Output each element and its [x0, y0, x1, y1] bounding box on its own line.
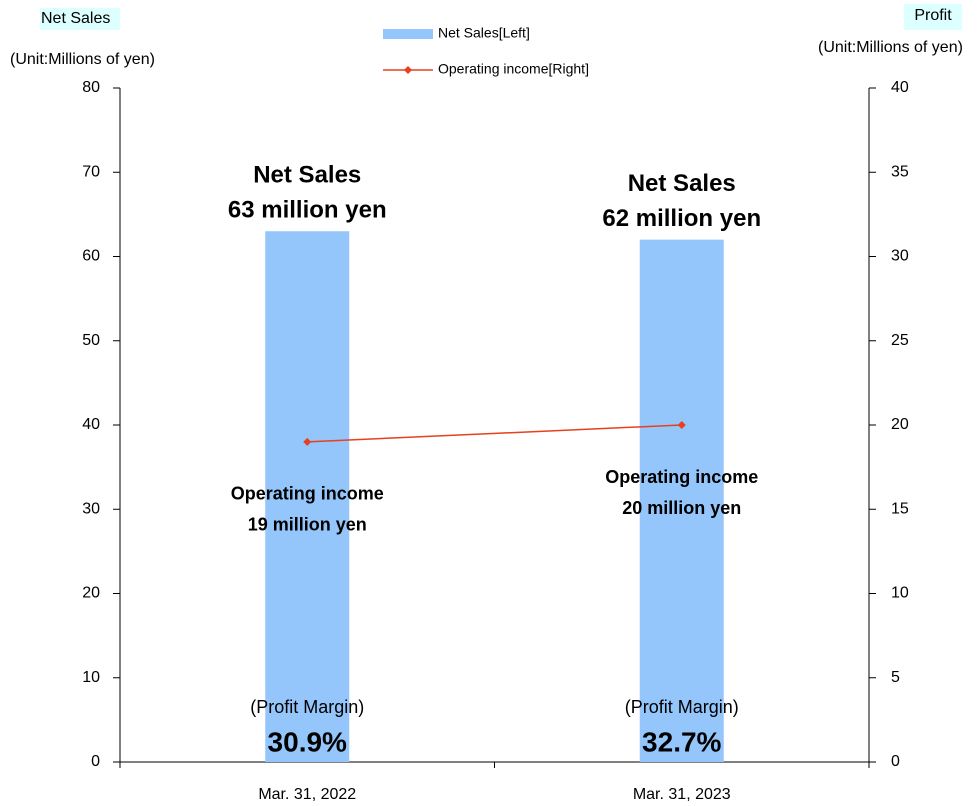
y-tick-label: 60 — [82, 248, 100, 265]
y2-tick-label: 10 — [891, 585, 909, 602]
line-value-label: 20 million yen — [622, 498, 741, 518]
bar-value-label: 63 million yen — [228, 197, 387, 224]
legend-label: Net Sales[Left] — [438, 25, 530, 41]
bar — [265, 231, 350, 763]
y-tick-label: 10 — [82, 669, 100, 686]
y2-tick-label: 5 — [891, 669, 900, 686]
y2-tick-label: 40 — [891, 79, 909, 96]
bar-label-header: Net Sales — [253, 162, 361, 189]
y-label-bg — [40, 8, 120, 30]
profit-margin-value: 32.7% — [642, 726, 721, 757]
y-tick-label: 80 — [82, 79, 100, 96]
y-axis-title: Net Sales — [41, 10, 110, 27]
line-label-header: Operating income — [605, 467, 758, 487]
y-tick-label: 70 — [82, 163, 100, 180]
y-tick-label: 30 — [82, 500, 100, 517]
x-tick-label: Mar. 31, 2023 — [633, 786, 731, 803]
y2-tick-label: 0 — [891, 753, 900, 770]
line-marker — [677, 421, 686, 429]
y2-axis-title: Profit — [914, 7, 952, 24]
legend-swatch — [383, 29, 433, 39]
y2-label-bg — [904, 4, 962, 30]
y-tick-label: 0 — [91, 753, 100, 770]
line-marker — [303, 437, 312, 446]
x-tick-label: Mar. 31, 2022 — [258, 786, 356, 803]
y2-axis-unit: (Unit:Millions of yen) — [818, 39, 963, 56]
y2-tick-label: 15 — [891, 500, 909, 517]
bar — [639, 239, 724, 762]
y-tick-label: 40 — [82, 416, 100, 433]
profit-margin-label: (Profit Margin) — [250, 697, 364, 717]
y-tick-label: 50 — [82, 332, 100, 349]
y-axis-unit: (Unit:Millions of yen) — [10, 51, 155, 68]
line-label-header: Operating income — [231, 484, 384, 504]
y2-tick-label: 25 — [891, 332, 909, 349]
y-tick-label: 20 — [82, 585, 100, 602]
line-value-label: 19 million yen — [248, 515, 367, 535]
legend-label: Operating income[Right] — [438, 61, 589, 77]
bar-label-header: Net Sales — [628, 170, 736, 197]
y2-tick-label: 30 — [891, 248, 909, 265]
profit-margin-label: (Profit Margin) — [625, 697, 739, 717]
profit-margin-value: 30.9% — [268, 726, 347, 757]
legend-marker — [404, 66, 412, 74]
y2-tick-label: 35 — [891, 163, 909, 180]
y2-tick-label: 20 — [891, 416, 909, 433]
line — [307, 424, 682, 443]
bar-value-label: 62 million yen — [602, 205, 761, 232]
